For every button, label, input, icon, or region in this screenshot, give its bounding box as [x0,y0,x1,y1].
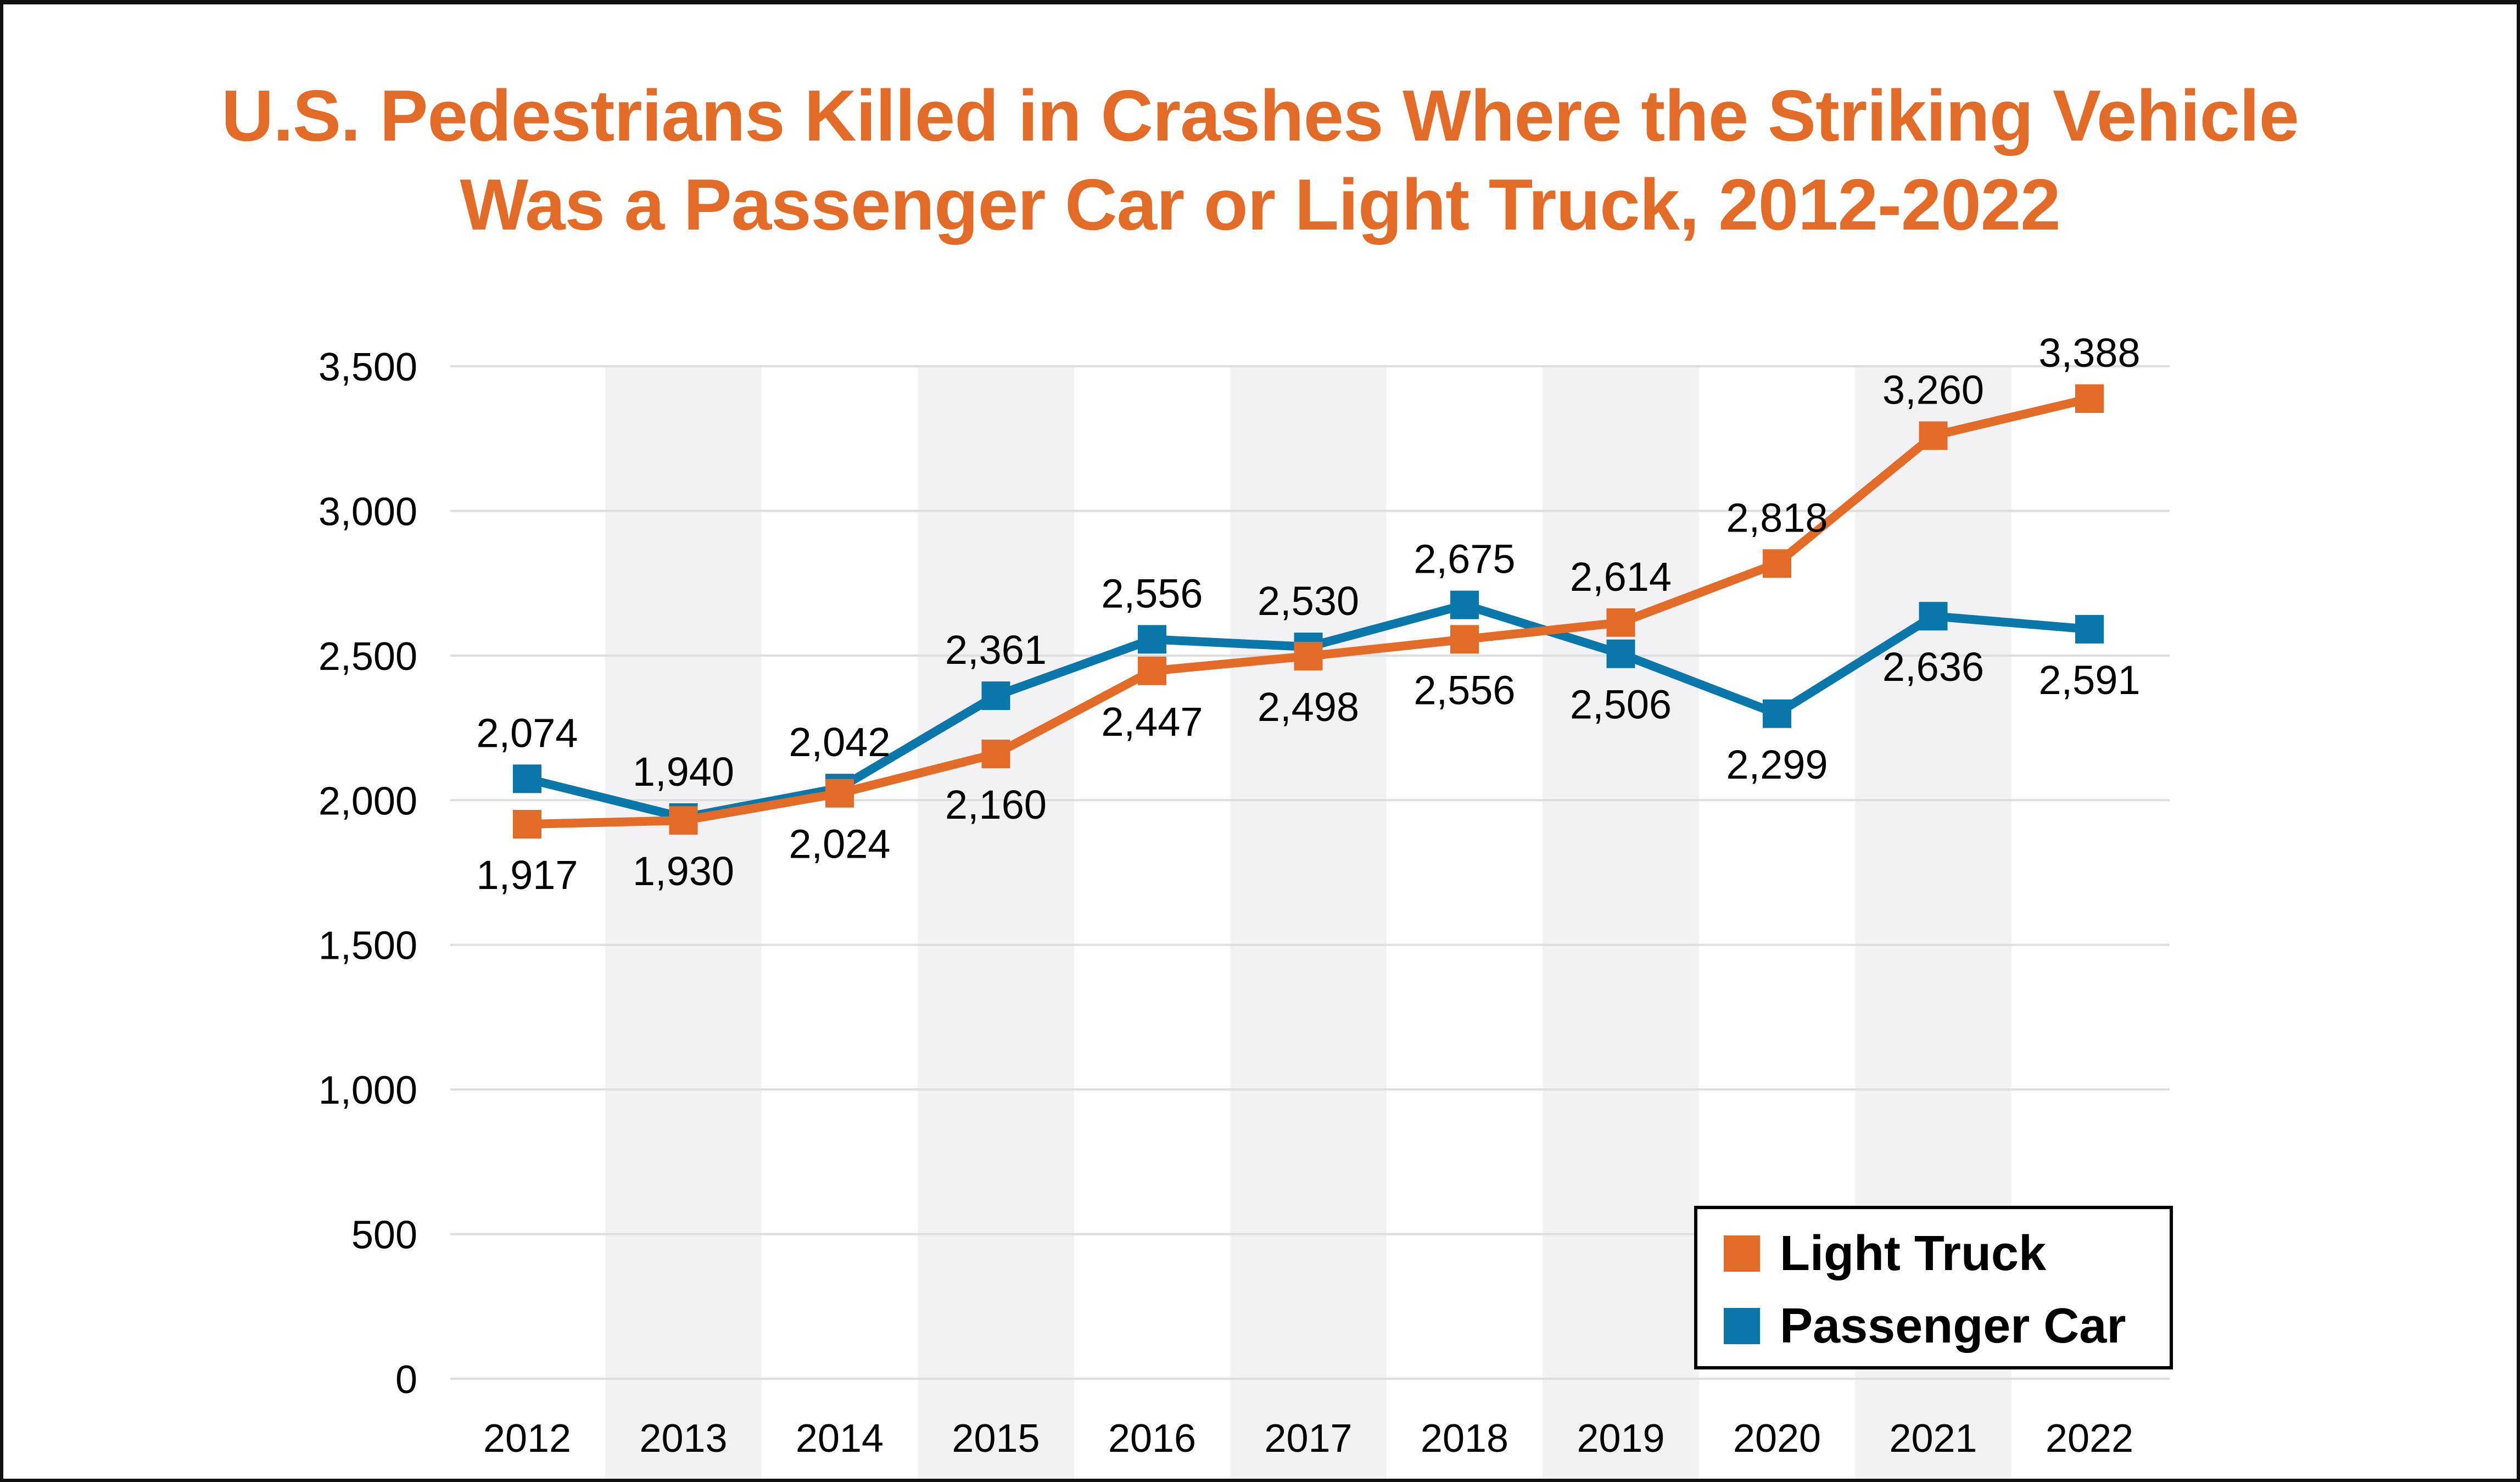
x-tick-label: 2012 [483,1417,571,1461]
legend-label-light-truck: Light Truck [1780,1226,2047,1281]
passenger-car-data-label: 2,530 [1258,578,1359,624]
light-truck-marker-2014 [825,779,854,808]
x-tick-label: 2021 [1889,1417,1977,1461]
passenger-car-marker-2016 [1138,625,1166,654]
column-shading [605,366,2011,1479]
legend-item-light-truck[interactable]: Light Truck [1724,1226,2046,1281]
x-tick-label: 2020 [1733,1417,1821,1461]
light-truck-data-label: 3,260 [1882,367,1984,412]
y-axis-tick-labels: 0 500 1,000 1,500 2,000 2,500 3,000 3,500 [319,345,417,1402]
light-truck-marker-2018 [1450,625,1479,654]
passenger-car-marker-2020 [1763,699,1791,728]
light-truck-marker-2016 [1138,656,1166,685]
light-truck-marker-2020 [1763,549,1791,578]
light-truck-data-label: 1,930 [633,848,734,894]
x-tick-label: 2016 [1108,1417,1196,1461]
light-truck-data-label: 2,614 [1570,554,1672,600]
light-truck-data-label: 2,556 [1413,667,1515,713]
passenger-car-marker-2012 [513,764,541,793]
legend-item-passenger-car[interactable]: Passenger Car [1724,1299,2126,1354]
passenger-car-marker-2019 [1606,639,1635,668]
light-truck-marker-2017 [1294,641,1323,670]
passenger-car-data-label: 2,591 [2038,657,2140,703]
passenger-car-marker-2018 [1450,590,1479,619]
x-tick-label: 2018 [1421,1417,1508,1461]
light-truck-marker-2019 [1606,608,1635,637]
light-truck-data-label: 2,160 [945,782,1047,827]
chart-title-line-2: Was a Passenger Car or Light Truck, 2012… [460,164,2060,245]
light-truck-data-label: 3,388 [2038,330,2140,376]
passenger-car-data-label: 1,940 [633,749,734,795]
y-tick-label: 2,500 [319,635,417,679]
passenger-car-swatch-icon [1724,1308,1760,1344]
passenger-car-data-label: 2,042 [789,719,890,765]
passenger-car-data-label: 2,074 [476,710,578,756]
light-truck-marker-2015 [981,739,1010,768]
light-truck-data-label: 1,917 [476,852,578,898]
passenger-car-data-label: 2,636 [1882,644,1984,690]
legend: Light Truck Passenger Car [1694,1206,2173,1369]
y-tick-label: 3,500 [319,345,417,389]
y-tick-label: 1,000 [319,1069,417,1112]
series-layer [513,384,2104,839]
light-truck-data-label: 2,498 [1258,684,1359,730]
y-tick-label: 500 [351,1213,417,1257]
chart-title: U.S. Pedestrians Killed in Crashes Where… [0,71,2520,249]
x-axis-tick-labels: 2012 2013 2014 2015 2016 2017 2018 2019 2020 2021… [483,1417,2133,1461]
x-tick-label: 2015 [952,1417,1040,1461]
x-tick-label: 2022 [2046,1417,2133,1461]
light-truck-swatch-icon [1724,1235,1760,1272]
light-truck-marker-2022 [2075,384,2104,413]
x-tick-label: 2014 [796,1417,884,1461]
legend-label-passenger-car: Passenger Car [1780,1298,2126,1354]
x-tick-label: 2019 [1577,1417,1664,1461]
passenger-car-data-label: 2,556 [1101,571,1203,616]
light-truck-marker-2012 [513,810,541,839]
x-tick-label: 2017 [1264,1417,1352,1461]
light-truck-data-label: 2,818 [1726,495,1828,540]
passenger-car-marker-2021 [1919,602,1948,631]
data-labels: 1,917 1,930 2,024 2,160 2,447 2,498 2,556 2,614… [476,330,2140,898]
y-tick-label: 0 [395,1358,417,1402]
passenger-car-data-label: 2,506 [1570,682,1672,728]
x-tick-label: 2013 [639,1417,727,1461]
column-shade-2017 [1230,366,1387,1479]
y-tick-label: 2,000 [319,779,417,823]
passenger-car-data-label: 2,675 [1413,536,1515,582]
chart-title-line-1: U.S. Pedestrians Killed in Crashes Where… [221,75,2299,156]
passenger-car-marker-2015 [981,681,1010,711]
column-shade-2019 [1543,366,1699,1479]
gridlines [450,365,2170,1380]
passenger-car-marker-2022 [2075,614,2104,644]
light-truck-data-label: 2,447 [1101,699,1203,745]
column-shade-2013 [605,366,762,1479]
passenger-car-data-label: 2,299 [1726,742,1828,787]
light-truck-marker-2021 [1919,421,1948,450]
passenger-car-data-label: 2,361 [945,627,1047,673]
light-truck-data-label: 2,024 [789,821,890,867]
y-tick-label: 3,000 [319,490,417,534]
y-tick-label: 1,500 [319,924,417,968]
column-shade-2015 [918,366,1074,1479]
light-truck-marker-2013 [669,806,698,835]
